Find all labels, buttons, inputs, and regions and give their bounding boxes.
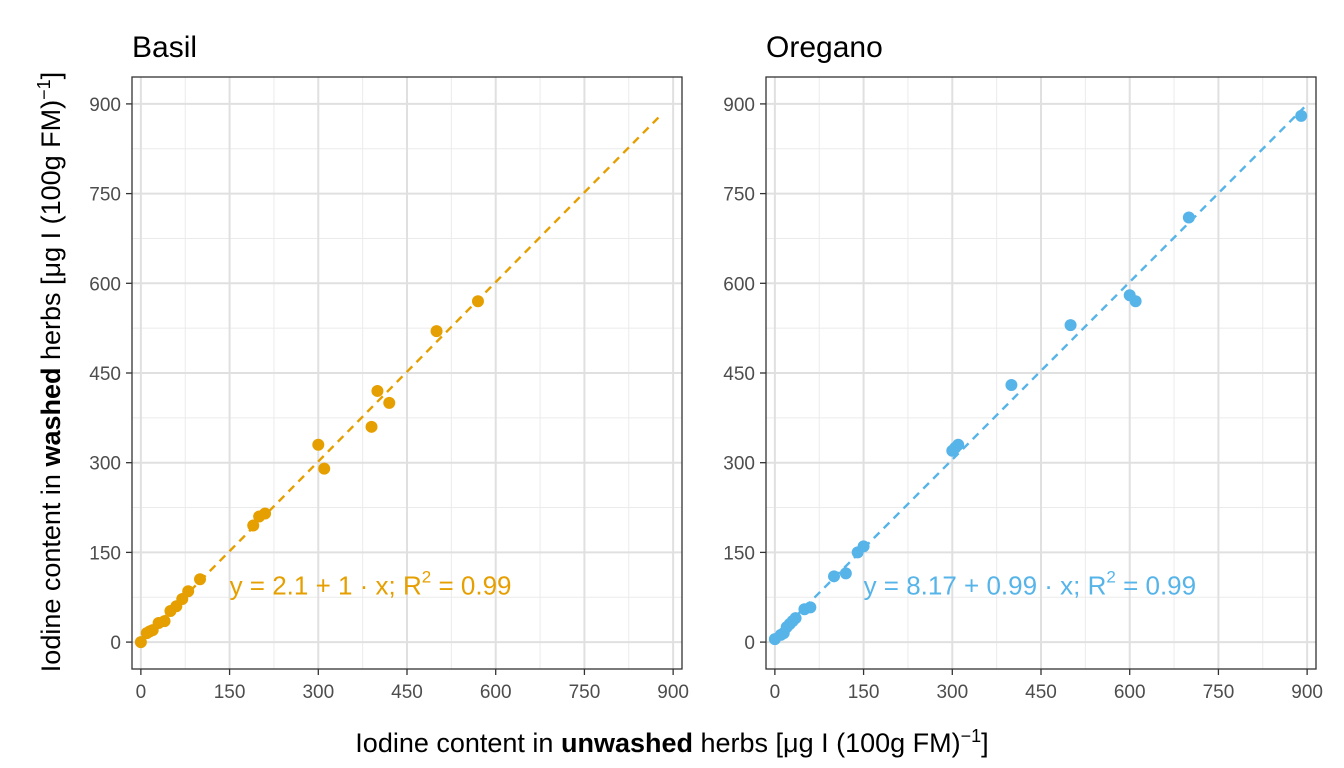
data-point — [1182, 211, 1195, 224]
data-point — [371, 384, 384, 397]
x-tick-label: 300 — [302, 682, 334, 703]
data-point — [828, 570, 841, 583]
data-point — [952, 438, 965, 451]
data-point — [247, 519, 260, 532]
y-tick-label: 150 — [89, 543, 121, 564]
data-point — [471, 295, 484, 308]
y-tick-label: 750 — [89, 185, 121, 206]
data-point — [318, 462, 331, 475]
data-point — [1005, 378, 1018, 391]
x-tick-label: 450 — [1025, 682, 1057, 703]
data-point — [134, 636, 147, 649]
data-point — [383, 396, 396, 409]
fit-line — [140, 113, 663, 642]
oregano-panel: y = 8.17 + 0.99 · x; R2 = 0.99 0 150 300 450… — [723, 31, 1323, 703]
x-tick-label: 750 — [1203, 682, 1235, 703]
x-tick-label: 150 — [214, 682, 246, 703]
data-point — [312, 438, 325, 451]
y-tick-label: 900 — [723, 95, 755, 116]
data-point — [259, 507, 272, 520]
x-tick-label: 600 — [480, 682, 512, 703]
panel-title: Basil — [132, 31, 197, 64]
y-tick-label: 450 — [723, 364, 755, 385]
x-tick-label: 0 — [136, 682, 147, 703]
panel-title: Oregano — [766, 31, 883, 64]
data-point — [789, 612, 802, 625]
basil-panel: y = 2.1 + 1 · x; R2 = 0.99 0 150 300 450 600 7… — [89, 31, 689, 703]
data-point — [857, 540, 870, 553]
data-point — [158, 615, 171, 628]
x-tick-label: 600 — [1114, 682, 1146, 703]
y-tick-label: 300 — [723, 454, 755, 475]
data-point — [182, 585, 195, 598]
regression-annotation: y = 8.17 + 0.99 · x; R2 = 0.99 — [864, 567, 1197, 600]
y-tick-label: 450 — [89, 364, 121, 385]
data-point — [839, 567, 852, 580]
y-tick-label: 750 — [723, 185, 755, 206]
x-tick-label: 450 — [391, 682, 423, 703]
data-point — [430, 325, 443, 338]
x-tick-label: 900 — [1291, 682, 1323, 703]
y-tick-label: 0 — [744, 633, 755, 654]
y-tick-label: 150 — [723, 543, 755, 564]
data-point — [365, 420, 378, 433]
y-tick-label: 600 — [89, 274, 121, 295]
x-axis-title: Iodine content in unwashed herbs [μg I (… — [355, 726, 988, 758]
data-point — [1129, 295, 1142, 308]
y-tick-label: 600 — [723, 274, 755, 295]
y-tick-label: 0 — [110, 633, 121, 654]
x-tick-label: 900 — [657, 682, 689, 703]
data-point — [804, 601, 817, 614]
y-axis-title: Iodine content in washed herbs [μg I (10… — [34, 72, 66, 672]
y-tick-label: 300 — [89, 454, 121, 475]
data-point — [1064, 319, 1077, 332]
x-tick-label: 0 — [770, 682, 781, 703]
x-tick-label: 750 — [569, 682, 601, 703]
y-tick-label: 900 — [89, 95, 121, 116]
x-tick-label: 150 — [848, 682, 880, 703]
x-tick-label: 300 — [936, 682, 968, 703]
regression-annotation: y = 2.1 + 1 · x; R2 = 0.99 — [230, 567, 512, 600]
data-point — [194, 573, 207, 586]
data-point — [1295, 109, 1308, 122]
